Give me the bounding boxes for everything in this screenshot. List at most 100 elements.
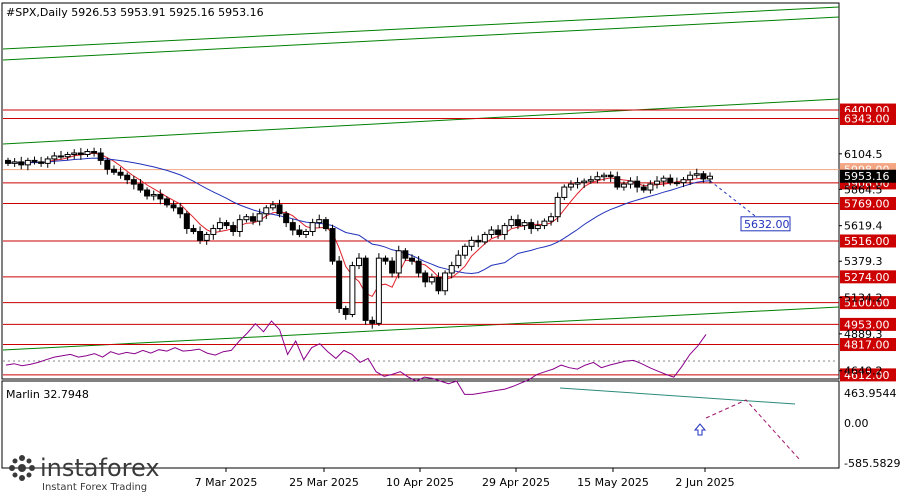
- candle-body: [461, 245, 468, 256]
- marlin-indicator: [3, 320, 839, 461]
- level-price-box: [840, 270, 896, 284]
- channel-upper-line: [2, 6, 840, 50]
- candle-body: [223, 222, 230, 227]
- candle-body: [170, 204, 177, 209]
- candle-body: [24, 159, 31, 166]
- candle-body: [607, 174, 614, 178]
- candle-body: [581, 180, 588, 184]
- candle-body: [554, 196, 561, 218]
- price-panel-frame: [1, 2, 840, 380]
- candle-body: [64, 153, 71, 158]
- candle-body: [620, 183, 627, 188]
- time-tick-label: 15 May 2025: [577, 476, 649, 489]
- time-tick-label: 25 Mar 2025: [289, 476, 359, 489]
- candle-body: [442, 272, 449, 292]
- candle-body: [356, 257, 362, 267]
- indicator-scale-top: 463.9544: [844, 387, 897, 400]
- candle-body: [455, 254, 462, 267]
- symbol-header: #SPX,Daily 5926.53 5953.91 5925.16 5953.…: [6, 6, 264, 19]
- candle-body: [51, 155, 58, 160]
- candle-body: [329, 228, 336, 262]
- candle-body: [336, 260, 343, 310]
- price-tick-label: 5864.5: [844, 183, 883, 196]
- candle-body: [18, 161, 25, 166]
- candle-body: [130, 179, 137, 185]
- candle-body: [534, 225, 541, 230]
- candle-body: [110, 168, 117, 173]
- candle-body: [508, 219, 515, 227]
- candle-body: [349, 265, 356, 315]
- indicator-trend-line: [559, 387, 796, 405]
- logo-tagline: Instant Forex Trading: [42, 482, 147, 493]
- candle-body: [137, 183, 144, 191]
- candle-body: [177, 207, 184, 215]
- indicator-scale-zero: 0.00: [844, 417, 869, 430]
- ma-target-label: 5632.00: [744, 218, 790, 231]
- logo-brand: instaforex: [40, 454, 160, 482]
- price-axis: 6104.5 5864.5 5619.4 5379.3 5134.2 4889.3 4640…: [839, 148, 883, 378]
- candle-body: [395, 250, 402, 274]
- candle-body: [687, 174, 694, 181]
- candle-body: [5, 159, 11, 164]
- candle-body: [389, 260, 396, 274]
- time-tick-label: 10 Apr 2025: [386, 476, 454, 489]
- candle-body: [640, 186, 647, 191]
- candle-body: [342, 308, 349, 315]
- logo-mark-icon: [9, 455, 35, 481]
- candle-body: [197, 231, 204, 241]
- candle-body: [44, 158, 51, 164]
- level-price-label: 4612.00: [844, 369, 890, 382]
- candle-body: [190, 228, 197, 233]
- time-axis: 7 Mar 2025 25 Mar 2025 10 Apr 2025 29 Apr 2…: [195, 468, 735, 489]
- level-price-label: 6343.00: [844, 112, 890, 125]
- candle-body: [71, 152, 78, 155]
- candle-body: [548, 216, 555, 222]
- candle-body: [77, 152, 84, 155]
- candle-body: [428, 276, 435, 283]
- candle-body: [250, 216, 257, 222]
- candle-body: [488, 229, 495, 235]
- candle-body: [408, 257, 415, 262]
- red-moving-average-line: [7, 152, 711, 298]
- candle-body: [183, 213, 190, 230]
- time-tick-label: 7 Mar 2025: [195, 476, 258, 489]
- candle-body: [673, 182, 680, 185]
- level-price-box: [840, 234, 896, 248]
- level-price-box: [840, 338, 896, 352]
- horizontal-levels: 6400.006343.005998.005908.005769.005516.…: [3, 103, 896, 382]
- candle-body: [567, 183, 574, 188]
- candle-body: [422, 272, 429, 283]
- channel-mid-line: [2, 98, 840, 145]
- level-price-box: [840, 317, 896, 331]
- marlin-line: [5, 320, 707, 395]
- candle-body: [707, 175, 713, 180]
- candle-body: [594, 176, 601, 181]
- candle-body: [203, 233, 210, 241]
- candle-body: [84, 151, 91, 155]
- moving-averages: 5632.00: [7, 152, 791, 298]
- candle-body: [31, 159, 38, 163]
- level-price-box: [840, 197, 896, 211]
- candle-body: [501, 225, 508, 235]
- candle-body: [514, 219, 521, 227]
- candle-body: [97, 152, 104, 161]
- candle-body: [216, 222, 223, 230]
- candle-body: [481, 233, 488, 243]
- candle-body: [369, 319, 376, 324]
- candle-body: [91, 151, 98, 154]
- level-price-box: [840, 111, 896, 125]
- candle-body: [144, 189, 151, 197]
- candle-body: [402, 250, 409, 259]
- candle-body: [574, 182, 581, 185]
- candle-body: [296, 229, 303, 235]
- channel-lower-line: [2, 306, 840, 351]
- price-tick-label: 5619.4: [844, 220, 883, 233]
- level-price-label: 4817.00: [844, 339, 890, 352]
- trend-channel: [2, 6, 840, 351]
- candle-body: [289, 222, 296, 231]
- channel-upper-line-2: [2, 16, 840, 61]
- candle-body: [276, 204, 283, 215]
- up-arrow-icon: [693, 423, 707, 436]
- current-price-box: [840, 169, 896, 183]
